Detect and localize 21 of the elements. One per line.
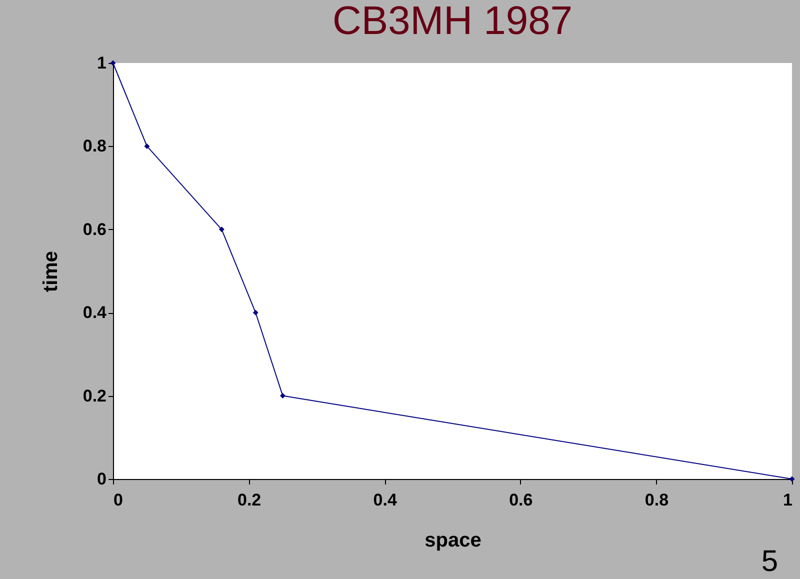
point	[789, 476, 795, 482]
y-tick-label: 1	[97, 54, 106, 72]
x-tick-label: 0.6	[509, 490, 533, 510]
y-tick-label: 0.2	[82, 386, 106, 406]
y-tick-label: 0	[97, 470, 106, 488]
x-tick-label: 0.2	[237, 490, 262, 510]
x-axis-title: space	[424, 530, 482, 552]
text: 5	[761, 545, 778, 579]
y-tick-label: 0.8	[82, 136, 106, 156]
point	[280, 393, 286, 399]
y-axis-title: time	[40, 250, 62, 292]
x-tick-label: 0.4	[373, 490, 398, 510]
chart-title: CB3MH 1987	[332, 0, 573, 43]
x-tick-label: 0	[114, 490, 123, 510]
y-tick-label: 0.4	[82, 303, 108, 322]
y-tick-label: 0.6	[82, 220, 106, 239]
x-tick-label: 1	[783, 490, 792, 510]
point	[218, 226, 224, 232]
x-tick-label: 0.8	[644, 490, 669, 510]
point	[144, 143, 150, 149]
point	[252, 310, 258, 316]
